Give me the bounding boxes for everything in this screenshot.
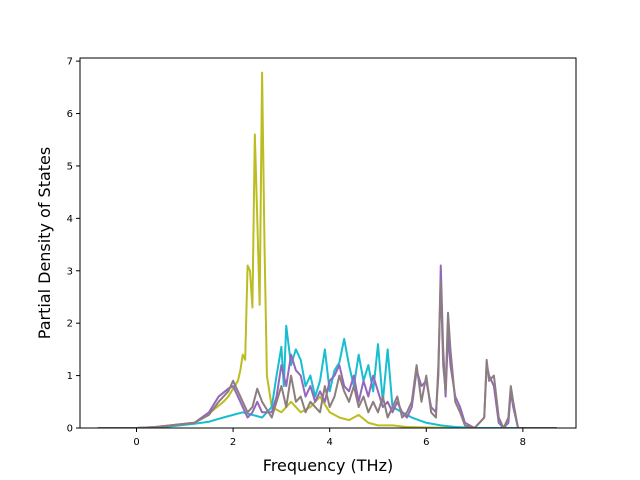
y-axis-ticks: 0 1 2 3 4 5 6 7 (67, 57, 80, 435)
y-tick-label: 5 (67, 161, 73, 172)
y-axis-label: Partial Density of States (35, 147, 54, 339)
x-axis-label: Frequency (THz) (263, 456, 393, 475)
y-tick-label: 2 (67, 319, 73, 330)
series-line-3 (97, 264, 557, 428)
series-line-4 (97, 280, 557, 428)
x-tick-label: 8 (520, 437, 526, 448)
y-tick-label: 1 (67, 371, 73, 382)
y-tick-label: 6 (67, 109, 73, 120)
y-tick-label: 7 (67, 57, 73, 68)
x-tick-label: 6 (423, 437, 429, 448)
x-tick-label: 4 (327, 437, 333, 448)
series-line-2 (97, 324, 557, 428)
x-tick-label: 2 (230, 437, 236, 448)
plot-frame (79, 57, 577, 429)
x-tick-label: 0 (133, 437, 139, 448)
y-tick-label: 4 (67, 214, 73, 225)
y-tick-label: 0 (67, 424, 73, 435)
y-tick-label: 3 (67, 266, 73, 277)
series-lines (97, 71, 557, 428)
x-axis-ticks: 0 2 4 6 8 (133, 428, 526, 448)
